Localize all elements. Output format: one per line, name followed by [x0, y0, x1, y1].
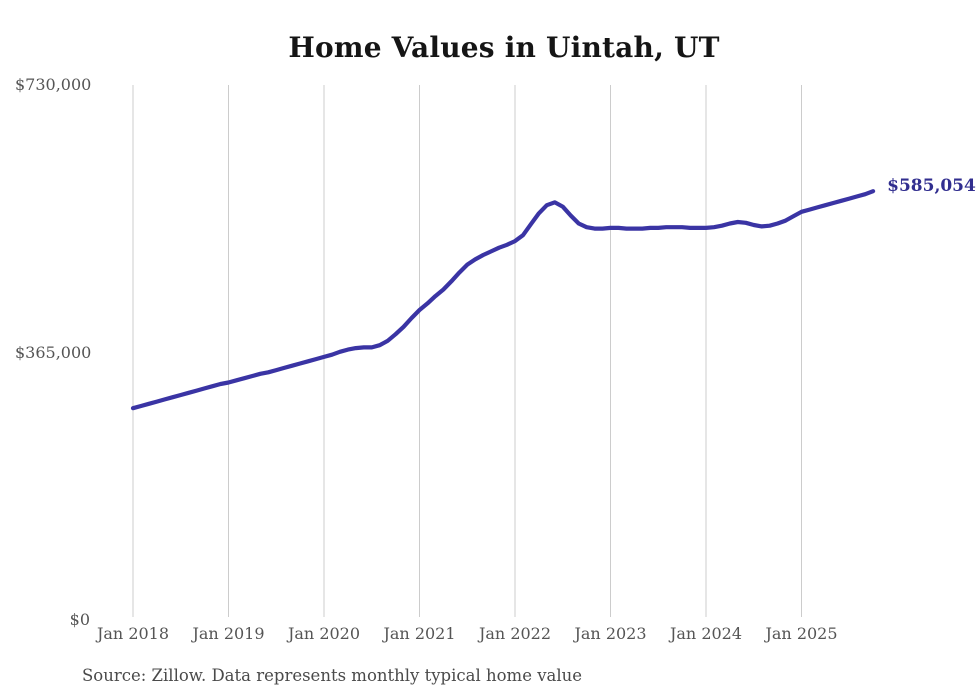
latest-value-label: $585,054 [887, 176, 976, 197]
x-tick-label: Jan 2020 [287, 624, 361, 643]
x-tick-label: Jan 2018 [96, 624, 170, 643]
source-note: Source: Zillow. Data represents monthly … [82, 666, 583, 685]
chart-title: Home Values in Uintah, UT [288, 31, 720, 64]
x-tick-label: Jan 2021 [383, 624, 456, 643]
home-value-line [130, 189, 876, 411]
x-tick-label: Jan 2023 [574, 624, 647, 643]
x-tick-label: Jan 2019 [192, 624, 265, 643]
x-tick-label: Jan 2022 [478, 624, 552, 643]
y-tick-label: $730,000 [15, 75, 92, 94]
x-tick-label: Jan 2024 [669, 624, 743, 643]
x-tick-label: Jan 2025 [765, 624, 838, 643]
y-tick-label: $365,000 [15, 342, 92, 362]
y-tick-label: $0 [69, 610, 90, 629]
